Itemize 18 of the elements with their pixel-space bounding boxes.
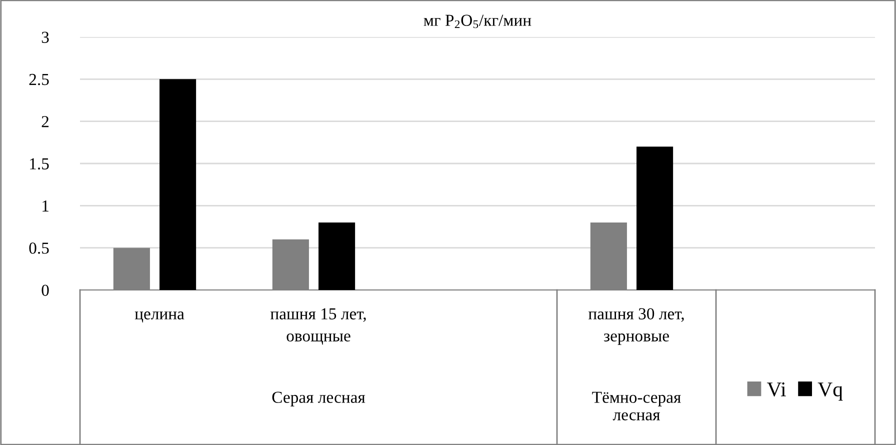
legend-label: Vq xyxy=(818,382,843,401)
y-tick-label: 2 xyxy=(42,116,49,128)
y-tick-label: 1.5 xyxy=(30,158,49,170)
y-tick-label: 2.5 xyxy=(29,74,49,86)
text: Тёмно-серая лесная xyxy=(592,392,681,420)
bar xyxy=(160,79,196,290)
y-tick-label: 3 xyxy=(42,32,49,43)
bar xyxy=(318,222,356,290)
y-tick-label: 1 xyxy=(42,200,48,212)
legend-label: Vi xyxy=(766,382,786,397)
x-tick-label: пашня 15 лет, овощные xyxy=(270,308,366,345)
chart-title: мг P$_{2}$O$_{5}$/кг/мин xyxy=(424,14,532,28)
bar xyxy=(636,146,674,290)
y-tick-label: 0.5 xyxy=(29,242,49,254)
x-tick-label: пашня 30 лет, зерновые xyxy=(588,308,684,345)
x-tick-label: целина xyxy=(134,311,184,322)
text: Серая лесная xyxy=(272,392,366,406)
y-tick-label: 0 xyxy=(42,284,49,296)
